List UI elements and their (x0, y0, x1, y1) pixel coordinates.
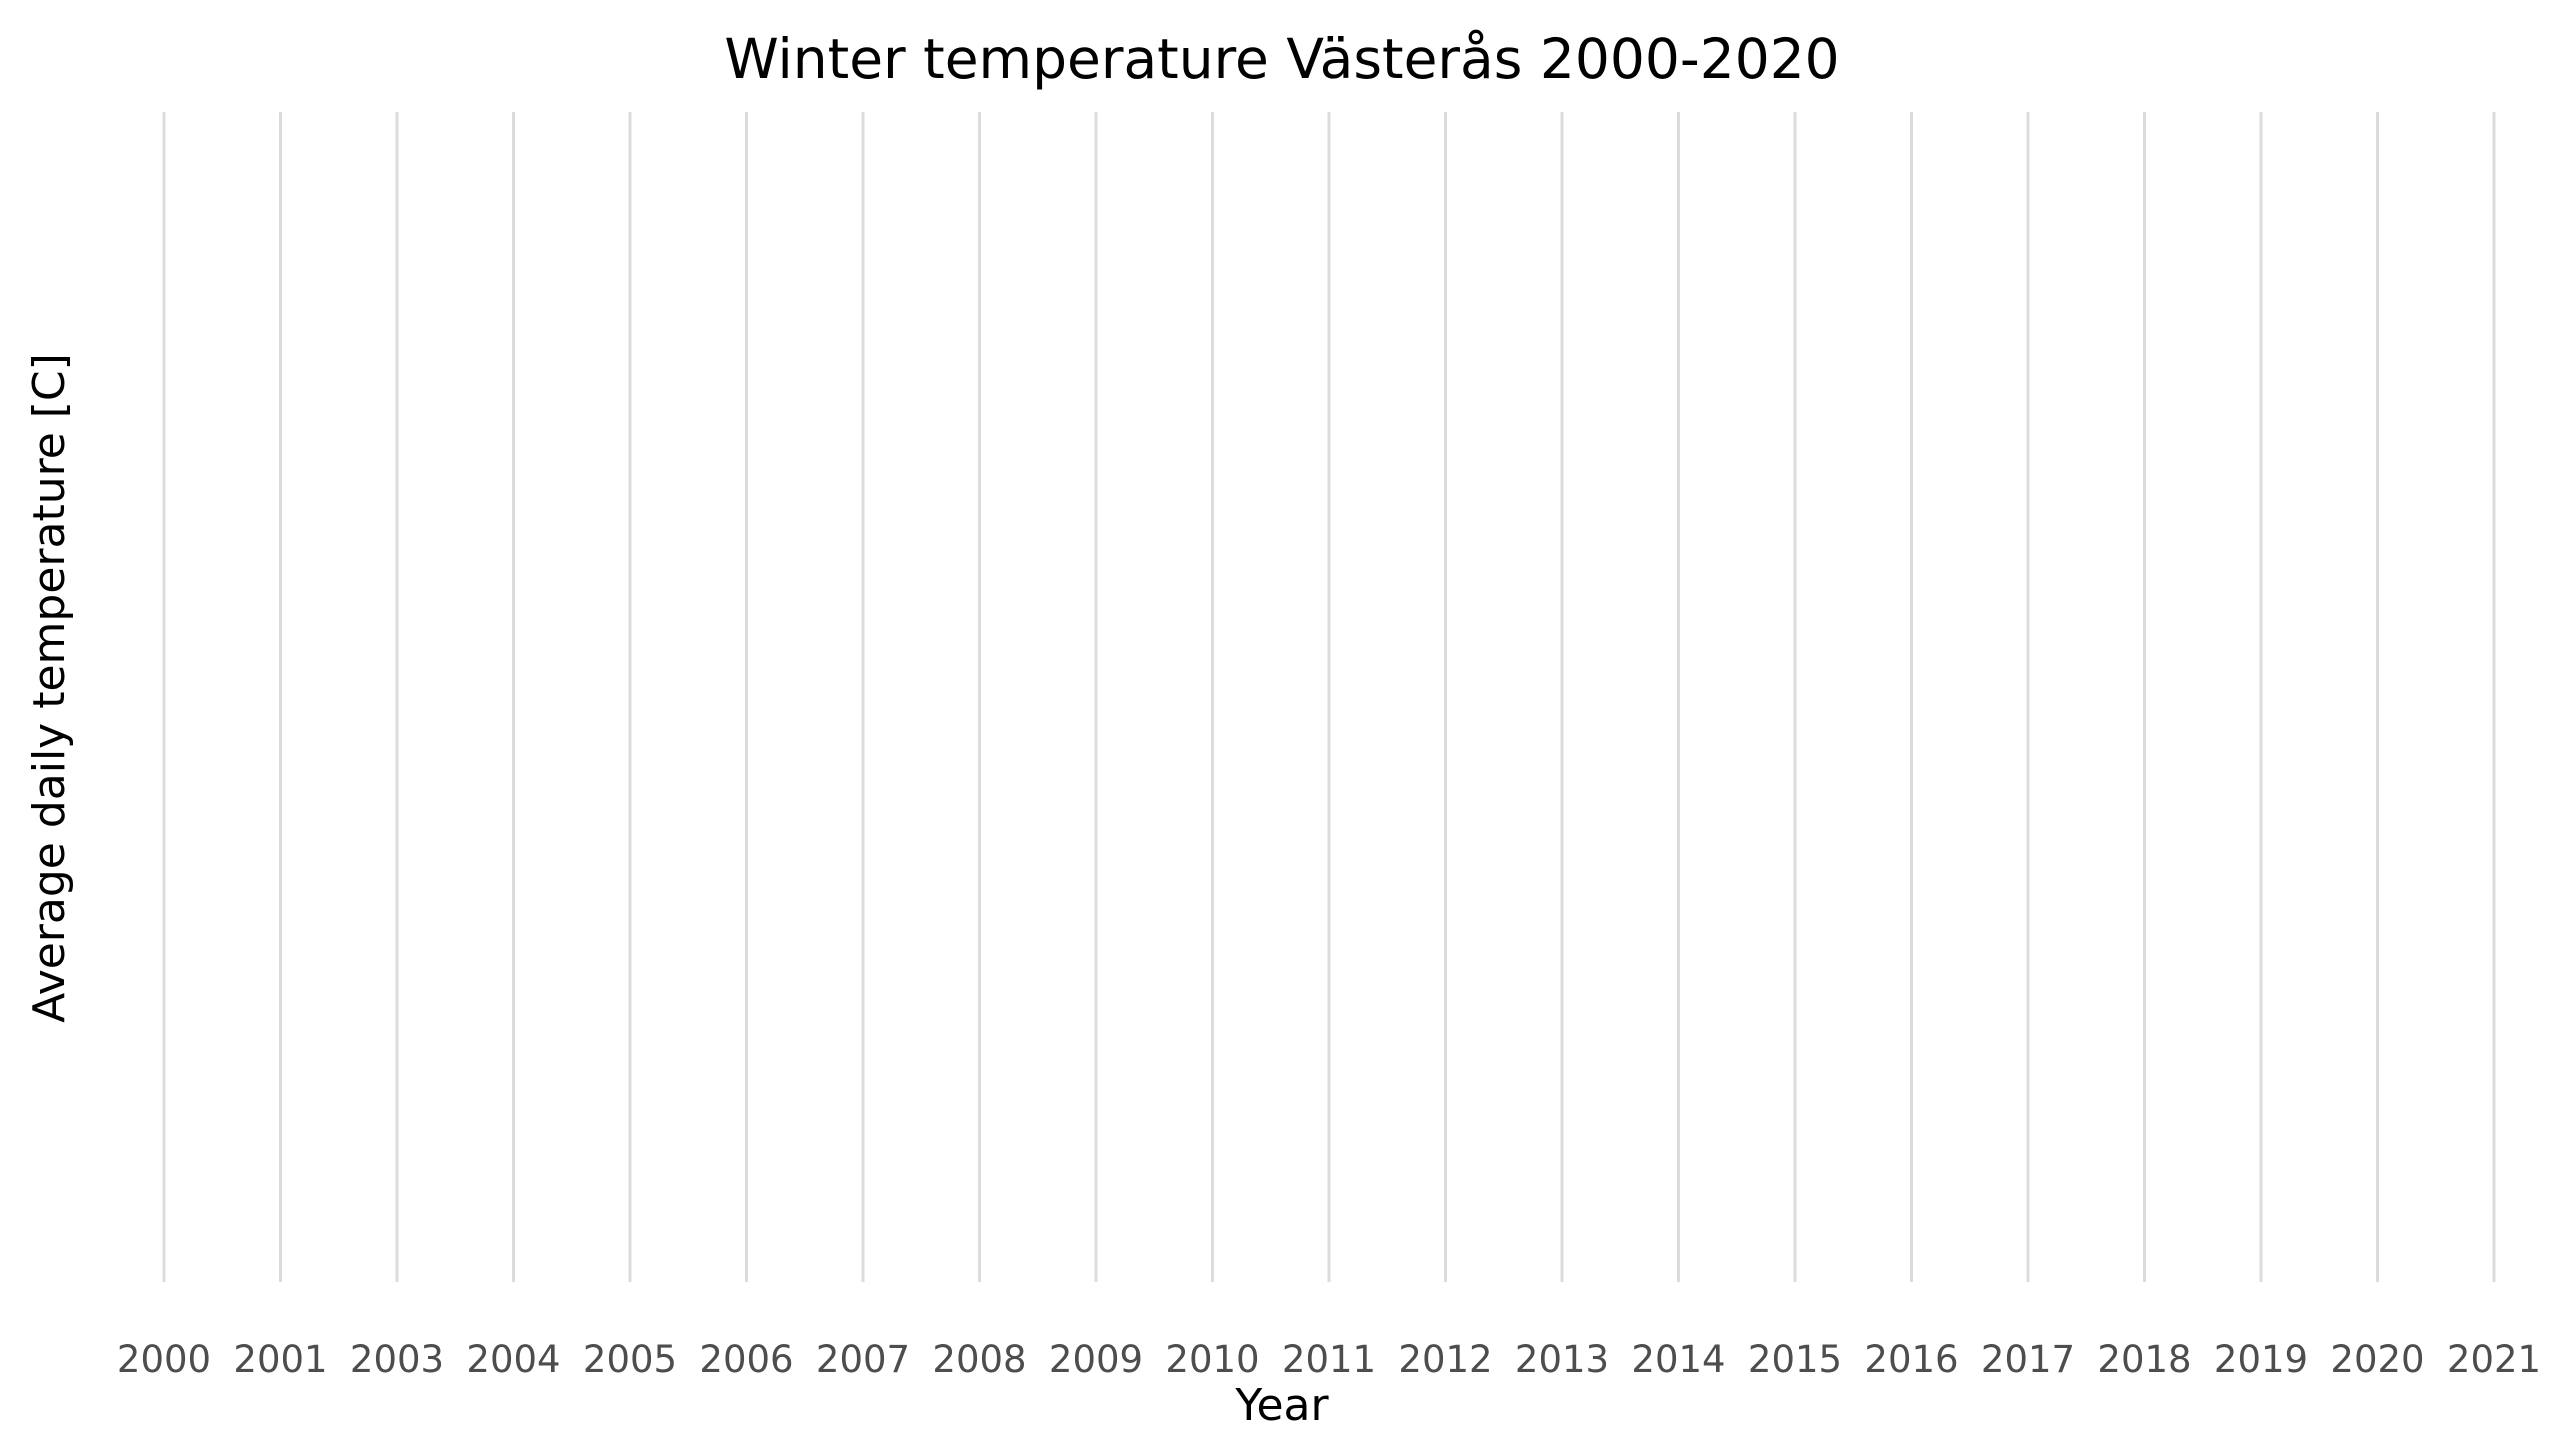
x-tick-label-2008: 2008 (932, 1338, 1026, 1381)
x-tick-label-2009: 2009 (1049, 1338, 1143, 1381)
x-tick-label-2013: 2013 (1515, 1338, 1609, 1381)
x-tick-label-2001: 2001 (233, 1338, 327, 1381)
x-tick-label-2003: 2003 (350, 1338, 444, 1381)
x-tick-label-2012: 2012 (1398, 1338, 1492, 1381)
x-tick-label-2011: 2011 (1282, 1338, 1376, 1381)
x-tick-label-2018: 2018 (2097, 1338, 2191, 1381)
x-tick-label-2004: 2004 (466, 1338, 560, 1381)
x-tick-label-2020: 2020 (2330, 1338, 2424, 1381)
x-tick-label-2007: 2007 (816, 1338, 910, 1381)
x-tick-label-2017: 2017 (1981, 1338, 2075, 1381)
y-axis-label: Average daily temperature [C] (24, 353, 75, 1023)
x-tick-label-2005: 2005 (583, 1338, 677, 1381)
x-axis-label: Year (1234, 1380, 1329, 1431)
x-tick-label-2019: 2019 (2214, 1338, 2308, 1381)
x-tick-label-2021: 2021 (2447, 1338, 2541, 1381)
x-tick-label-2010: 2010 (1165, 1338, 1259, 1381)
x-tick-label-2015: 2015 (1748, 1338, 1842, 1381)
x-tick-label-2016: 2016 (1864, 1338, 1958, 1381)
gridlines (162, 112, 2496, 1282)
x-tick-label-2006: 2006 (699, 1338, 793, 1381)
x-tick-labels: 2000 2001 2003 2004 2005 2006 2007 2008 2009 2010… (117, 1338, 2541, 1381)
chart-title: Winter temperature Västerås 2000-2020 (724, 27, 1839, 91)
x-tick-label-2000: 2000 (117, 1338, 211, 1381)
x-tick-label-2014: 2014 (1631, 1338, 1725, 1381)
